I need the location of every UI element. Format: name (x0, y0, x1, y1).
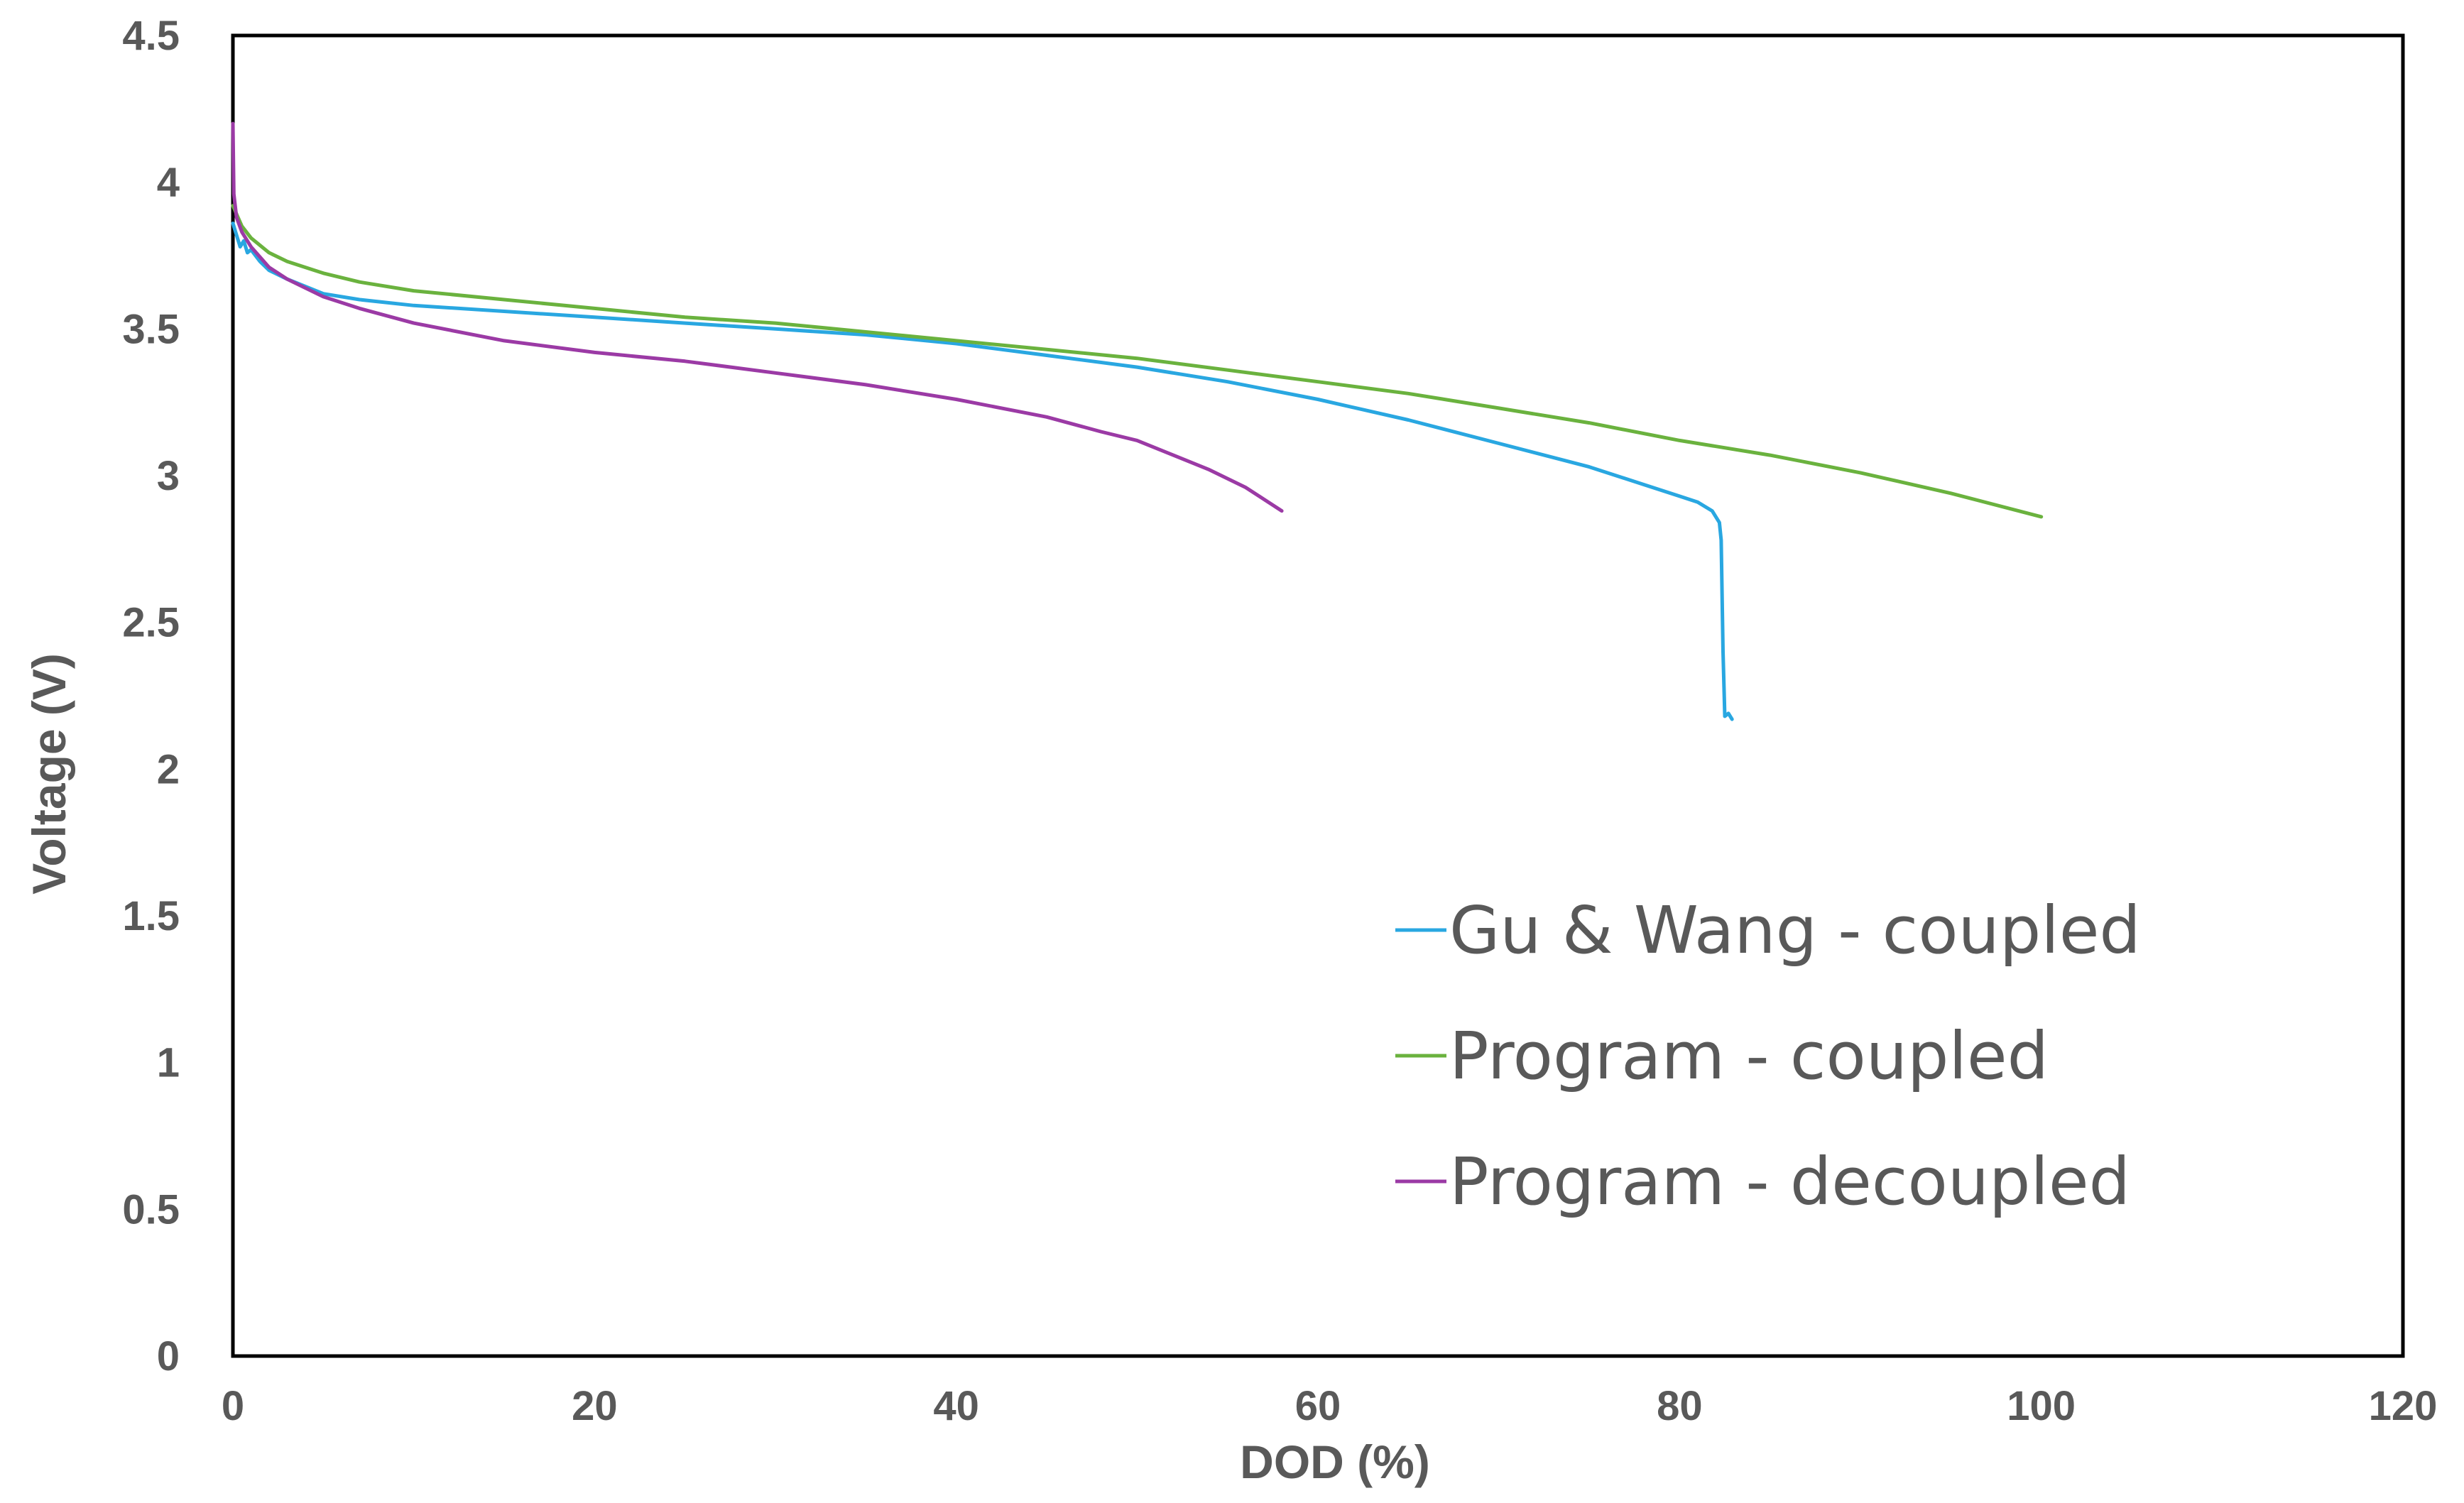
series-line-2 (231, 204, 2044, 519)
y-tick-label: 4.5 (122, 13, 180, 59)
x-tick-label: 80 (1657, 1383, 1703, 1429)
x-tick-label: 20 (572, 1383, 618, 1429)
x-tick-label: 0 (222, 1383, 244, 1429)
x-tick-label: 60 (1295, 1383, 1341, 1429)
x-tick-label: 100 (2007, 1383, 2076, 1429)
x-tick-label: 120 (2369, 1383, 2438, 1429)
legend-label: Gu & Wang - coupled (1449, 892, 2141, 968)
series-line-3 (231, 121, 1284, 513)
y-tick-label: 1 (157, 1040, 180, 1086)
y-tick-label: 3.5 (122, 306, 180, 352)
series-line-1 (231, 222, 1734, 721)
legend: Gu & Wang - coupled Program - coupled Prog… (1395, 892, 2141, 1220)
y-tick-label: 0.5 (122, 1186, 180, 1233)
y-tick-label: 1.5 (122, 893, 180, 939)
y-axis-ticks: 0 0.5 1 1.5 2 2.5 3 3.5 4 4.5 (122, 13, 180, 1379)
plot-frame (231, 33, 2405, 1358)
y-tick-label: 2 (157, 746, 180, 792)
y-axis-title: Voltage (V) (23, 653, 75, 895)
y-tick-label: 2.5 (122, 600, 180, 646)
y-tick-label: 0 (157, 1333, 180, 1379)
legend-label: Program - decoupled (1449, 1144, 2130, 1220)
y-tick-label: 4 (157, 160, 180, 206)
x-tick-label: 40 (933, 1383, 979, 1429)
x-axis-ticks: 0 20 40 60 80 100 120 (222, 1383, 2438, 1429)
series-lines (231, 121, 2044, 721)
legend-label: Program - coupled (1449, 1018, 2049, 1094)
y-tick-label: 3 (157, 453, 180, 499)
x-axis-title: DOD (%) (1240, 1436, 1430, 1488)
